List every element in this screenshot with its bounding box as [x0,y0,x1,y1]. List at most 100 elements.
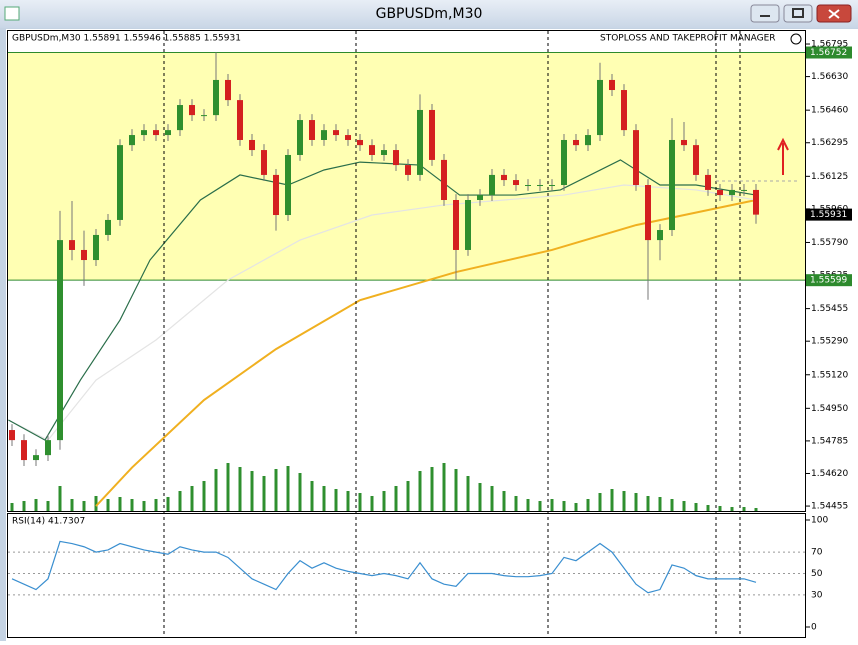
y-tick-label: 1.56630 [811,72,848,82]
candle-body [249,139,255,151]
volume-bar [418,471,422,511]
volume-bar [670,499,674,511]
volume-bar [58,486,62,511]
candle-body [69,240,75,250]
candle-body [573,139,579,146]
candle-body [669,139,675,231]
y-tick-label: 1.56125 [811,172,848,182]
minimize-button[interactable] [750,4,780,23]
candle-body [705,174,711,190]
candle-body [561,139,567,186]
volume-bar [286,466,290,511]
zone-bottom-label: 1.55599 [810,276,847,286]
moving-average [95,199,757,507]
volume-bar [598,493,602,511]
zone-bottom-box [806,274,852,287]
title-bar [0,0,858,28]
price-panel-border [7,30,806,512]
volume-bar [562,501,566,511]
volume-bar [118,497,122,511]
y-tick-label: 1.54620 [811,469,848,479]
candle-body [525,185,531,187]
volume-bar [622,491,626,511]
candle-body [645,185,651,241]
candle-body [117,145,123,220]
candle-body [141,130,147,136]
zone-top-box [806,46,852,59]
volume-bar [310,481,314,511]
volume-bar [322,486,326,511]
candle-body [237,100,243,140]
volume-bar [214,469,218,511]
candle-body [753,189,759,215]
volume-bar [430,467,434,511]
volume-bar [274,469,278,511]
candle-body [177,105,183,131]
candle-body [309,120,315,140]
volume-bar [262,476,266,511]
candle-body [225,79,231,101]
candle-body [105,219,111,235]
close-glyph [828,9,840,19]
volume-bar [574,503,578,511]
candle-body [57,240,63,441]
candle-body [537,185,543,187]
volume-bar [10,503,14,511]
volume-bar [190,486,194,511]
candle-body [393,150,399,166]
window-title: GBPUSDm,M30 [376,6,483,22]
candle-body [609,79,615,91]
volume-bar [142,501,146,511]
volume-bar [406,481,410,511]
volume-bar [514,496,518,511]
y-tick-label: 1.55455 [811,304,848,314]
candle-body [429,109,435,160]
candle-body [489,174,495,196]
candle-body [153,130,159,136]
candle-body [417,109,423,175]
volume-bar [94,496,98,511]
candle-body [189,105,195,116]
y-tick-label: 1.55290 [811,337,848,347]
volume-bar [646,496,650,511]
volume-bar [394,486,398,511]
candle-body [201,115,207,117]
volume-bar [754,508,758,511]
y-tick-label: 1.56795 [811,40,848,50]
candle-body [717,189,723,196]
volume-bar [82,501,86,511]
volume-bar [682,501,686,511]
volume-bar [334,489,338,511]
candle-body [213,79,219,116]
candle-body [165,130,171,136]
volume-bar [34,499,38,511]
candle-body [81,249,87,261]
candle-body [621,90,627,131]
window-icon [4,6,20,21]
y-tick-label: 1.55790 [811,238,848,248]
candle-body [129,135,135,146]
rsi-tick-label: 50 [811,569,823,579]
candle-body [465,200,471,250]
volume-bar [106,499,110,511]
y-tick-label: 1.56295 [811,138,848,148]
volume-bar [70,499,74,511]
volume-bar [346,491,350,511]
volume-bar [502,491,506,511]
volume-bar [370,496,374,511]
candle-body [285,154,291,216]
volume-bar [478,483,482,511]
volume-bar [358,493,362,511]
candle-body [441,159,447,201]
candle-body [369,145,375,155]
maximize-button[interactable] [783,4,813,23]
volume-bar [442,463,446,511]
candle-body [513,180,519,186]
volume-bar [586,499,590,511]
volume-bar [526,499,530,511]
volume-bar [166,497,170,511]
up-arrow [777,137,789,175]
candle-body [93,234,99,261]
volume-bar [490,486,494,511]
